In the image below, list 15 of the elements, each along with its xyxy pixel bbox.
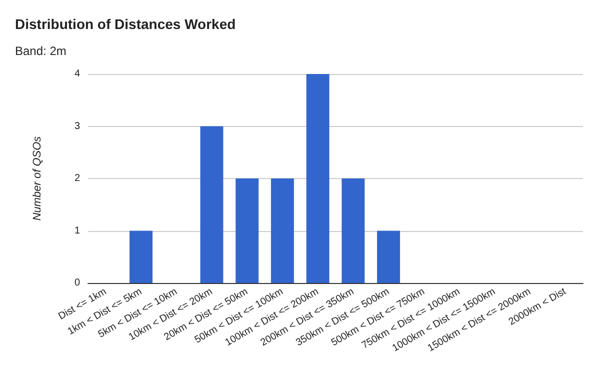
y-tick-label: 3 <box>74 120 80 132</box>
bar <box>377 230 400 283</box>
y-axis-title: Number of QSOs <box>32 136 44 221</box>
chart-title: Distribution of Distances Worked <box>15 16 236 32</box>
bar <box>342 178 365 283</box>
y-tick-label: 0 <box>74 278 80 288</box>
bar <box>270 178 294 283</box>
bar <box>306 74 330 283</box>
bar <box>236 178 259 283</box>
y-tick-label: 1 <box>74 225 80 236</box>
bar <box>200 126 224 283</box>
bar <box>130 230 153 283</box>
y-tick-label: 2 <box>74 173 80 184</box>
y-tick-label: 4 <box>74 68 80 80</box>
chart-subtitle: Band: 2m <box>15 44 66 58</box>
